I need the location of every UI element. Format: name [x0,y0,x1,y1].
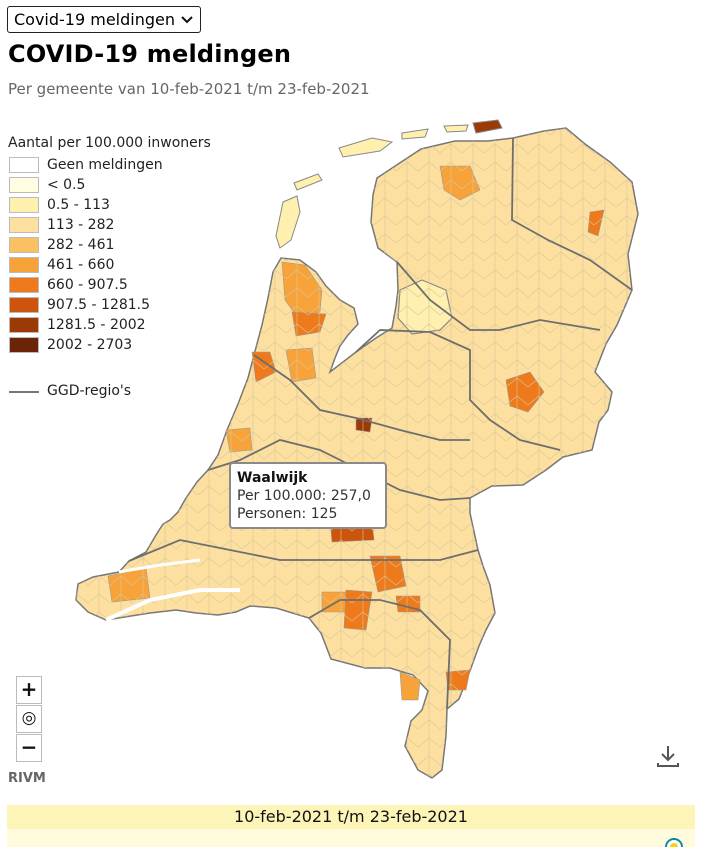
timeline-bar[interactable] [7,829,695,847]
legend-swatch [9,337,39,353]
map-region-vlieland[interactable] [293,173,323,191]
legend-label: 282 - 461 [47,237,115,253]
legend-swatch [9,257,39,273]
tooltip-per-100k: Per 100.000: 257,0 [237,488,371,504]
tooltip-persons: Personen: 125 [237,506,338,522]
period-label: 10-feb-2021 t/m 23-feb-2021 [7,805,695,829]
legend-label: 113 - 282 [47,217,115,233]
legend-swatch [9,177,39,193]
map-region-rottumeroog[interactable] [472,119,503,134]
legend-label: 907.5 - 1281.5 [47,297,151,313]
legend-label: < 0.5 [47,177,86,193]
map-region-ameland[interactable] [401,128,429,140]
ggd-region-borders [128,137,633,710]
legend-swatch [9,277,39,293]
map-credit: RIVM [8,771,46,786]
legend-swatch [9,197,39,213]
legend-ggd-label: GGD-regio's [47,383,132,399]
reset-view-button[interactable]: ◎ [16,705,42,733]
page-title: COVID-19 meldingen [8,40,292,68]
tooltip-municipality-name: Waalwijk [237,470,308,486]
map-region-terschelling[interactable] [338,137,394,158]
zoom-in-button[interactable]: + [16,676,42,704]
map-region-schiermonnikoog[interactable] [443,124,469,133]
legend-label: 0.5 - 113 [47,197,110,213]
legend-label: 1281.5 - 2002 [47,317,146,333]
download-icon[interactable] [655,743,681,769]
legend-swatch [9,317,39,333]
map-region-texel[interactable] [275,195,301,249]
page-subtitle: Per gemeente van 10-feb-2021 t/m 23-feb-… [8,80,370,98]
ggd-border-line [9,391,39,393]
legend-label: 2002 - 2703 [47,337,133,353]
legend-label: 461 - 660 [47,257,115,273]
legend-label: Geen meldingen [47,157,163,173]
legend-title: Aantal per 100.000 inwoners [8,135,211,151]
choropleth-map[interactable] [0,100,705,790]
map-estuary [105,588,240,622]
map-type-select[interactable]: Covid-19 meldingen [7,6,201,33]
legend-swatch [9,297,39,313]
map-type-select-value: Covid-19 meldingen [14,10,176,29]
chevron-down-icon [181,16,193,24]
zoom-out-button[interactable]: − [16,734,42,762]
municipality-borders [76,128,638,778]
play-icon[interactable] [664,838,684,847]
legend-swatch [9,157,39,173]
map-tooltip: Waalwijk Per 100.000: 257,0 Personen: 12… [229,462,387,529]
legend-label: 660 - 907.5 [47,277,128,293]
map-estuary [118,558,201,574]
legend-swatch [9,217,39,233]
legend-swatch [9,237,39,253]
map-region-municipality[interactable] [399,671,421,701]
